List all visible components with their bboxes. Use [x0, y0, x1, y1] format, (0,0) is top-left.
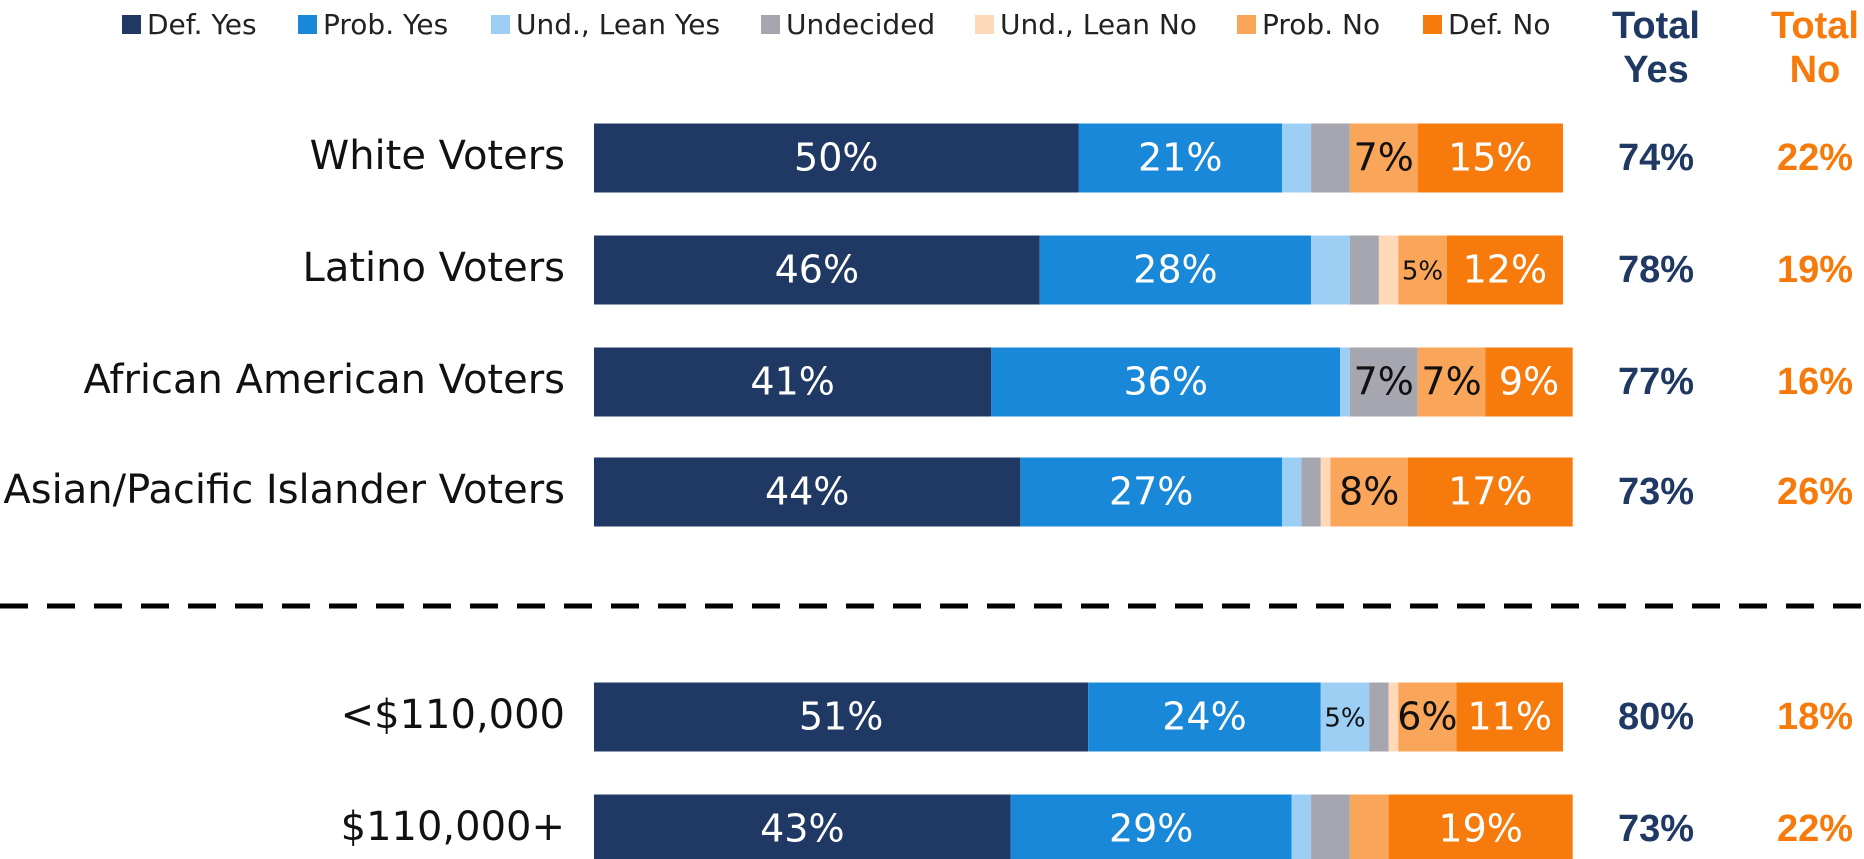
bar-segment	[1407, 457, 1573, 527]
bar-segment	[1388, 794, 1573, 859]
bar-segment	[1020, 457, 1282, 527]
total-value: 78%	[1618, 249, 1694, 291]
bar-segment	[1311, 123, 1350, 193]
category-label: <$110,000	[341, 692, 565, 738]
data-label: 21%	[1138, 136, 1222, 180]
bar-segment	[1349, 794, 1389, 859]
bar-segment	[1281, 457, 1302, 527]
total-value: 22%	[1777, 808, 1853, 850]
bar-segment	[1349, 347, 1418, 417]
bar-segment	[1369, 682, 1389, 752]
bar-segment	[1330, 457, 1408, 527]
data-label: 50%	[794, 136, 878, 180]
bar-segment	[1349, 235, 1379, 305]
legend-swatch	[298, 15, 317, 34]
bar-segment	[1485, 347, 1573, 417]
bar-segment	[1349, 123, 1418, 193]
legend-label: Und., Lean No	[1000, 8, 1197, 41]
total-value: 74%	[1618, 137, 1694, 179]
total-value: 73%	[1618, 471, 1694, 513]
total-header: Total No	[1771, 5, 1859, 91]
bar-segment	[1320, 682, 1370, 752]
data-label: 9%	[1499, 360, 1559, 404]
legend-swatch	[122, 15, 141, 34]
bar-segment	[1039, 235, 1312, 305]
total-value: 77%	[1618, 361, 1694, 403]
bar-segment	[1417, 123, 1563, 193]
data-label: 17%	[1448, 470, 1532, 514]
data-label: 8%	[1339, 470, 1399, 514]
total-value: 22%	[1777, 137, 1853, 179]
bar-segment	[1311, 235, 1350, 305]
data-label: 7%	[1354, 136, 1414, 180]
bar-segment	[1378, 235, 1399, 305]
legend-label: Undecided	[786, 8, 935, 41]
category-label: White Voters	[310, 133, 565, 179]
legend-label: Prob. No	[1262, 8, 1380, 41]
bar-segment	[1340, 347, 1350, 417]
data-label: 44%	[765, 470, 849, 514]
category-label: African American Voters	[83, 357, 565, 403]
total-value: 73%	[1618, 808, 1694, 850]
data-label: 41%	[750, 360, 834, 404]
bar-segment	[594, 457, 1021, 527]
total-value: 16%	[1777, 361, 1853, 403]
bar-segment	[1291, 794, 1312, 859]
bar-segment	[1281, 123, 1312, 193]
bar-segment	[1311, 794, 1350, 859]
bar-segment	[1398, 235, 1447, 305]
bar-segment	[594, 794, 1011, 859]
bar-segment	[1320, 457, 1331, 527]
total-value: 18%	[1777, 696, 1853, 738]
bar-segment	[1446, 235, 1563, 305]
bar-segment	[1078, 123, 1282, 193]
data-label: 7%	[1421, 360, 1481, 404]
bar-segment	[1456, 682, 1563, 752]
data-label: 51%	[799, 695, 883, 739]
data-label: 29%	[1109, 807, 1193, 851]
legend-swatch	[975, 15, 994, 34]
legend-label: Def. Yes	[147, 8, 257, 41]
data-label: 11%	[1467, 695, 1551, 739]
total-value: 19%	[1777, 249, 1853, 291]
data-label: 28%	[1133, 248, 1217, 292]
data-label: 5%	[1402, 257, 1443, 287]
bar-segment	[594, 682, 1089, 752]
data-label: 36%	[1123, 360, 1207, 404]
category-label: Latino Voters	[303, 245, 565, 291]
data-label: 24%	[1162, 695, 1246, 739]
data-label: 5%	[1324, 704, 1365, 734]
data-label: 15%	[1448, 136, 1532, 180]
legend-swatch	[1237, 15, 1256, 34]
bar-segment	[1010, 794, 1292, 859]
bar-segment	[1388, 682, 1399, 752]
legend-swatch	[761, 15, 780, 34]
legend-label: Def. No	[1448, 8, 1550, 41]
data-label: 7%	[1354, 360, 1414, 404]
total-value: 80%	[1618, 696, 1694, 738]
legend-label: Und., Lean Yes	[516, 8, 720, 41]
bar-segment	[594, 347, 992, 417]
category-label: Asian/Pacific Islander Voters	[3, 467, 565, 513]
bar-segment	[594, 235, 1040, 305]
bar-segment	[1301, 457, 1321, 527]
bar-segment	[991, 347, 1341, 417]
data-label: 27%	[1109, 470, 1193, 514]
legend-swatch	[1423, 15, 1442, 34]
legend-swatch	[491, 15, 510, 34]
data-label: 12%	[1463, 248, 1547, 292]
data-label: 6%	[1397, 695, 1457, 739]
bar-segment	[1417, 347, 1486, 417]
bar-segment	[1398, 682, 1457, 752]
legend-label: Prob. Yes	[323, 8, 448, 41]
bar-segment	[594, 123, 1079, 193]
data-label: 19%	[1438, 807, 1522, 851]
data-label: 43%	[760, 807, 844, 851]
total-header: Total Yes	[1612, 5, 1700, 91]
total-value: 26%	[1777, 471, 1853, 513]
category-label: $110,000+	[341, 804, 565, 850]
bar-segment	[1088, 682, 1321, 752]
data-label: 46%	[775, 248, 859, 292]
